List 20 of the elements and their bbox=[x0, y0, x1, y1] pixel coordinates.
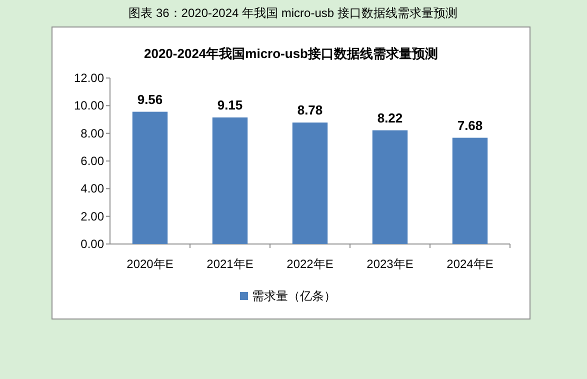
y-tick-label: 4.00 bbox=[80, 182, 104, 196]
x-tick-label: 2020年E bbox=[126, 257, 174, 271]
chart-subtitle: 2020-2024年我国micro-usb接口数据线需求量预测 bbox=[144, 46, 438, 61]
data-label: 8.78 bbox=[297, 102, 323, 118]
data-label: 9.56 bbox=[137, 92, 163, 107]
x-tick-label: 2023年E bbox=[366, 257, 414, 271]
data-label: 8.22 bbox=[377, 110, 403, 126]
y-tick-label: 12.00 bbox=[74, 71, 104, 85]
y-tick-label: 2.00 bbox=[80, 209, 104, 224]
x-tick-label: 2024年E bbox=[446, 257, 494, 271]
data-label: 9.15 bbox=[217, 97, 243, 112]
data-label: 7.68 bbox=[457, 118, 483, 133]
chart-title: 图表 36：2020-2024 年我国 micro-usb 接口数据线需求量预测 bbox=[128, 6, 458, 20]
x-tick-label: 2021年E bbox=[206, 257, 254, 271]
x-tick-label: 2022年E bbox=[286, 257, 334, 271]
y-tick-label: 6.00 bbox=[80, 154, 104, 168]
y-tick-label: 0.00 bbox=[80, 237, 104, 251]
y-tick-label: 10.00 bbox=[74, 98, 104, 113]
legend: 需求量（亿条） bbox=[240, 289, 336, 303]
y-tick-label: 8.00 bbox=[80, 126, 104, 140]
